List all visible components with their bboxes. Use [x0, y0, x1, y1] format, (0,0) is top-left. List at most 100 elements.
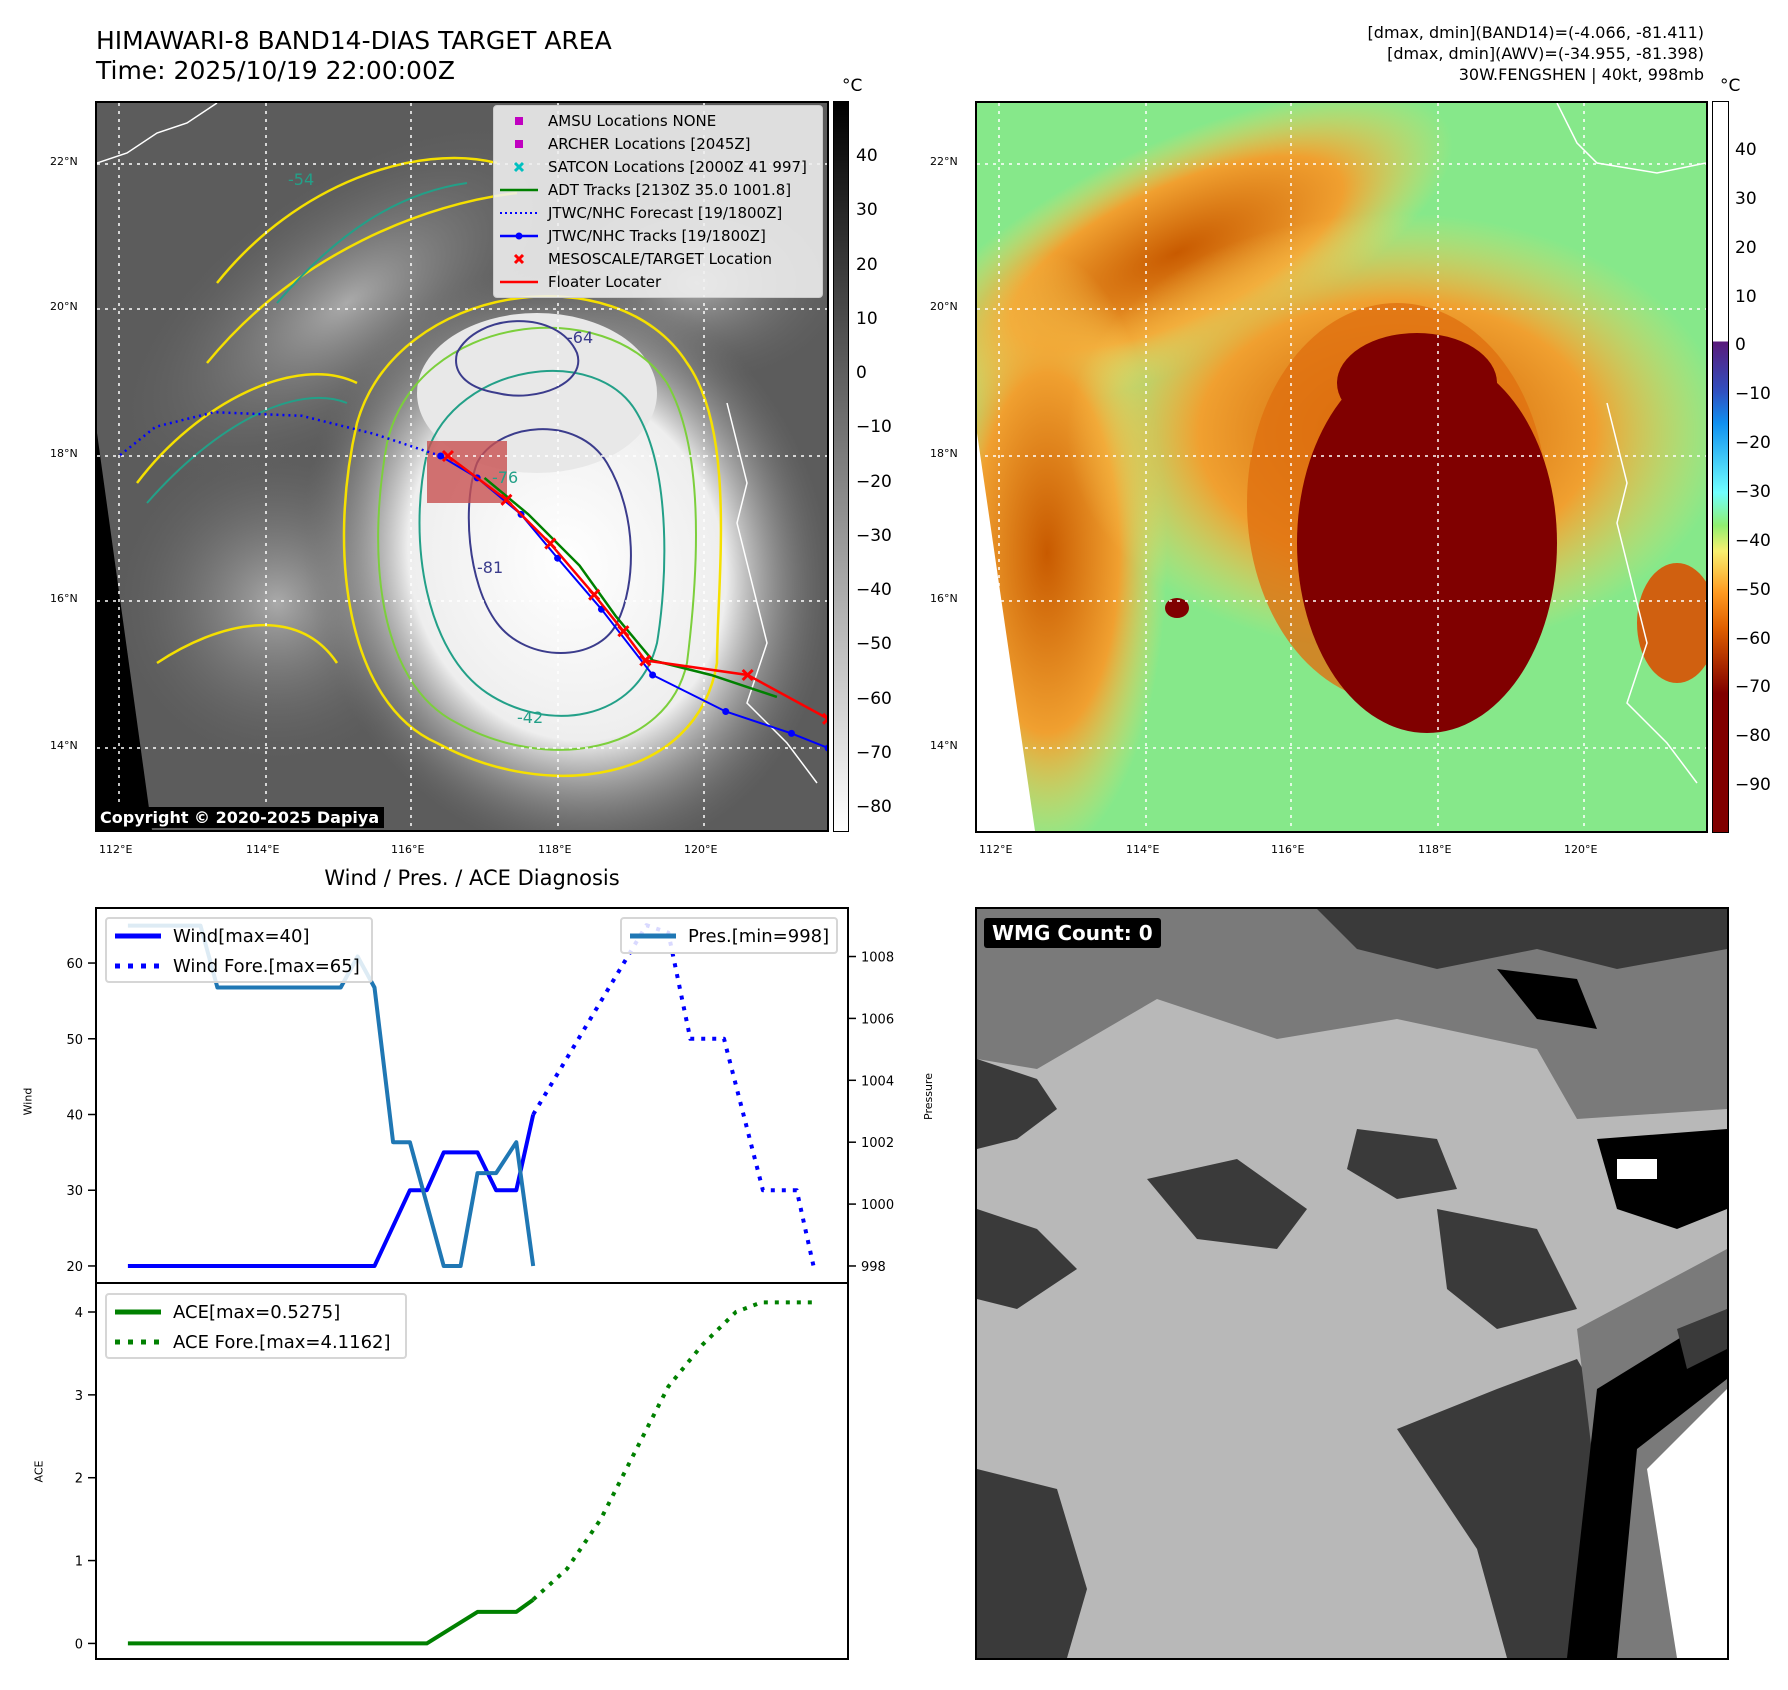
legend-entry: Floater Locater [494, 270, 822, 293]
lat-label: 22°N [50, 155, 78, 168]
legend-label: Floater Locater [548, 272, 662, 291]
colorbar-unit: °C [842, 76, 863, 96]
colorbar-tick: 10 [856, 308, 878, 329]
lat-label: 20°N [930, 300, 958, 313]
lon-label: 118°E [1418, 843, 1452, 856]
stat-storm: 30W.FENGSHEN | 40kt, 998mb [1458, 65, 1704, 84]
legend-entry-wind: Wind[max=40] [107, 921, 371, 951]
legend-label: ADT Tracks [2130Z 35.0 1001.8] [548, 180, 792, 199]
lon-label: 120°E [684, 843, 718, 856]
lat-label: 16°N [930, 592, 958, 605]
diagnosis-title: Wind / Pres. / ACE Diagnosis [324, 866, 620, 890]
square-marker-icon [515, 139, 523, 148]
colorbar-tick: 0 [856, 363, 867, 383]
legend-label: SATCON Locations [2000Z 41 997] [548, 157, 807, 176]
solid-line-swatch [630, 933, 676, 939]
colorbar-tick: −70 [856, 742, 892, 763]
colorbar-tick: −50 [856, 634, 892, 655]
floater-track [447, 454, 827, 720]
band14-colorbar [833, 101, 849, 832]
colorbar-tick: −80 [1735, 726, 1771, 747]
target-location-marker [822, 712, 827, 725]
band14-imagery: -54 -64 -81 -76 -42 [97, 103, 827, 830]
awv-colorbar [1712, 101, 1729, 833]
stat-awv: [dmax, dmin](AWV)=(-34.955, -81.398) [1387, 44, 1704, 63]
y-tick-label: 3 [75, 1389, 83, 1404]
legend-label: JTWC/NHC Forecast [19/1800Z] [548, 203, 783, 222]
colorbar-tick: −90 [1735, 775, 1771, 796]
series-line-wind-max- [127, 1114, 536, 1268]
legend-entry-pressure: Pres.[min=998] [622, 921, 836, 951]
lat-label: 22°N [930, 155, 958, 168]
colorbar-tick: −10 [856, 417, 892, 438]
y2-tick-label: 998 [861, 1260, 886, 1275]
pressure-axis-label: Pressure [921, 1073, 935, 1120]
lat-label: 14°N [50, 739, 78, 752]
y-tick-label: 0 [75, 1637, 83, 1652]
jtwc-track-point [824, 744, 827, 752]
contour-label: -54 [288, 170, 314, 189]
colorbar-tick: −10 [1735, 384, 1771, 405]
colorbar-tick: −70 [1735, 677, 1771, 698]
copyright-label: Copyright © 2020-2025 Dapiya [95, 807, 385, 828]
ace-axis-label: ACE [32, 1460, 46, 1483]
legend-entry-ace-forecast: ACE Fore.[max=4.1162] [107, 1327, 405, 1357]
wmg-count-badge: WMG Count: 0 [984, 918, 1161, 948]
stat-band14: [dmax, dmin](BAND14)=(-4.066, -81.411) [1367, 23, 1704, 42]
legend-entry: JTWC/NHC Forecast [19/1800Z] [494, 201, 822, 224]
colorbar-tick: 10 [1735, 286, 1757, 307]
legend-label: AMSU Locations NONE [548, 111, 717, 130]
y2-tick-label: 1000 [861, 1198, 894, 1213]
line-dot-marker-icon [500, 232, 538, 239]
colorbar-tick: 30 [1735, 188, 1757, 209]
y2-tick-label: 1004 [861, 1074, 894, 1089]
colorbar-tick: −80 [856, 797, 892, 817]
y2-tick-label: 1002 [861, 1136, 894, 1151]
ace-legend: ACE[max=0.5275] ACE Fore.[max=4.1162] [105, 1293, 407, 1359]
legend-label: Pres.[min=998] [688, 925, 830, 947]
contour-label: -64 [567, 328, 593, 347]
x-marker-icon [513, 161, 525, 172]
target-location-marker [544, 537, 557, 550]
jtwc-track-point [722, 708, 730, 715]
ace-chart [95, 1282, 849, 1660]
lat-label: 20°N [50, 300, 78, 313]
y-tick-label: 2 [75, 1472, 83, 1487]
colorbar-tick: 40 [1735, 140, 1757, 160]
colorbar-tick: −20 [1735, 433, 1771, 454]
stats-block: [dmax, dmin](BAND14)=(-4.066, -81.411) [… [1368, 22, 1704, 85]
adt-track [483, 476, 778, 699]
lon-label: 114°E [246, 843, 280, 856]
awv-imagery [977, 103, 1706, 831]
lat-label: 14°N [930, 739, 958, 752]
dotted-line-swatch [115, 1339, 161, 1345]
y2-tick-label: 1006 [861, 1012, 894, 1027]
series-line-wind-fore-max- [531, 923, 816, 1267]
y2-tick-label: 1008 [861, 951, 894, 966]
legend-entry: JTWC/NHC Tracks [19/1800Z] [494, 224, 822, 247]
y-tick-label: 50 [66, 1033, 83, 1048]
lon-label: 114°E [1126, 843, 1160, 856]
legend-entry: ADT Tracks [2130Z 35.0 1001.8] [494, 178, 822, 201]
colorbar-tick: −40 [856, 580, 892, 600]
series-line-pres-min- [127, 923, 536, 1268]
contour-label: -81 [477, 558, 503, 577]
lat-label: 16°N [50, 592, 78, 605]
colorbar-tick: −40 [1735, 530, 1771, 551]
lon-label: 120°E [1564, 843, 1598, 856]
colorbar-tick: −50 [1735, 579, 1771, 600]
legend-entry-ace: ACE[max=0.5275] [107, 1297, 405, 1327]
legend-label: JTWC/NHC Tracks [19/1800Z] [548, 226, 766, 245]
target-location-marker [617, 625, 630, 638]
colorbar-tick: 0 [1735, 335, 1746, 356]
y-tick-label: 1 [75, 1555, 83, 1570]
wmg-panel [975, 907, 1729, 1660]
series-line-ace-max- [127, 1598, 535, 1646]
legend-entry: AMSU Locations NONE [494, 109, 822, 132]
title-line: HIMAWARI-8 BAND14-DIAS TARGET AREA [96, 26, 612, 55]
target-location-marker [639, 654, 652, 667]
contour-label: -76 [492, 468, 518, 487]
legend-entry: MESOSCALE/TARGET Location [494, 247, 822, 270]
lon-label: 116°E [1271, 843, 1305, 856]
